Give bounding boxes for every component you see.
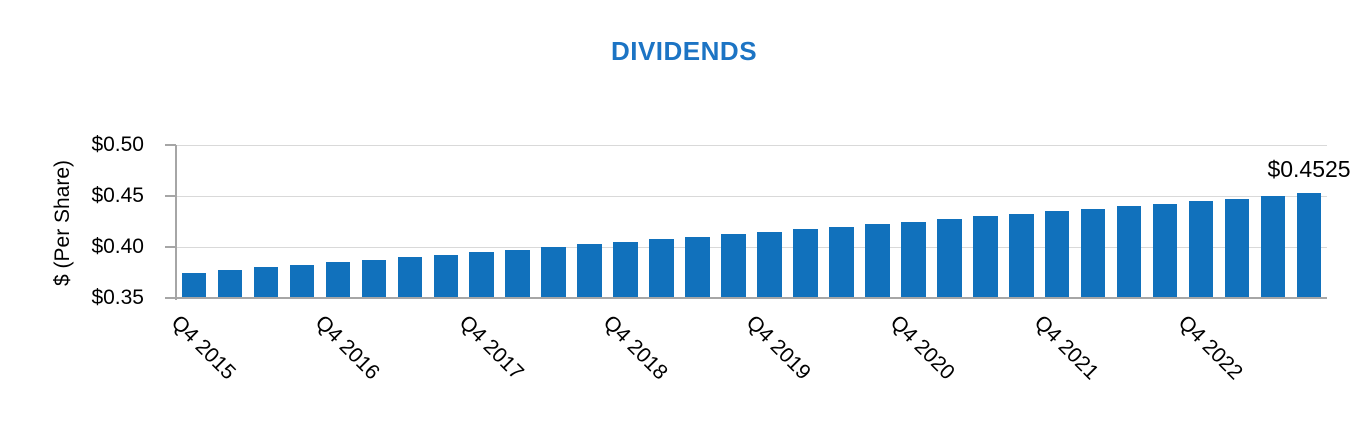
bar — [1260, 196, 1286, 297]
bar — [541, 247, 566, 297]
bar — [649, 239, 674, 297]
y-axis-title: $ (Per Share) — [51, 159, 74, 287]
bar — [433, 254, 459, 297]
bar — [217, 269, 243, 297]
data-label: $0.4525 — [1267, 156, 1351, 182]
x-tick-label: Q4 2019 — [742, 311, 816, 385]
bar — [505, 249, 530, 297]
bar — [1296, 193, 1322, 297]
gridline — [176, 195, 1327, 197]
y-tick-label: $0.40 — [91, 235, 144, 258]
bar — [325, 262, 351, 297]
bar — [1224, 198, 1250, 297]
bar — [253, 267, 279, 297]
x-tick-label: Q4 2022 — [1173, 311, 1248, 385]
bar — [793, 229, 818, 297]
x-tick-label: Q4 2017 — [454, 311, 528, 385]
y-axis-tick — [165, 195, 176, 197]
bar — [757, 231, 782, 297]
bar — [1080, 208, 1106, 297]
bar — [721, 234, 746, 297]
y-tick-label: $0.45 — [91, 184, 144, 207]
bar — [613, 241, 638, 297]
bar — [973, 216, 998, 297]
bar — [469, 252, 494, 297]
bar — [1116, 206, 1142, 297]
x-tick-label: Q4 2018 — [598, 311, 672, 385]
y-tick-label: $0.35 — [91, 286, 144, 309]
bar — [1188, 201, 1214, 297]
bar — [397, 257, 423, 297]
x-tick-label: Q4 2020 — [886, 311, 960, 385]
bar — [1009, 213, 1034, 297]
gridline — [176, 144, 1327, 146]
x-axis-baseline — [165, 297, 1327, 299]
bar — [865, 224, 890, 297]
y-axis-tick — [165, 144, 176, 146]
x-tick-label: Q4 2015 — [166, 311, 240, 385]
y-axis-line — [175, 145, 177, 300]
x-tick-label: Q4 2016 — [310, 311, 384, 385]
bar — [1044, 211, 1070, 297]
bar — [181, 272, 207, 297]
bar — [577, 244, 602, 297]
bar — [1152, 203, 1178, 297]
gridline — [176, 246, 1327, 248]
y-tick-label: $0.50 — [91, 133, 144, 156]
x-tick-label: Q4 2021 — [1029, 311, 1104, 385]
bar — [685, 236, 710, 297]
bar — [901, 221, 926, 297]
bar — [829, 226, 854, 297]
y-axis-tick — [165, 246, 176, 248]
bar — [937, 218, 962, 297]
bar — [289, 264, 315, 297]
chart-title: DIVIDENDS — [610, 36, 758, 66]
bar — [361, 259, 387, 297]
